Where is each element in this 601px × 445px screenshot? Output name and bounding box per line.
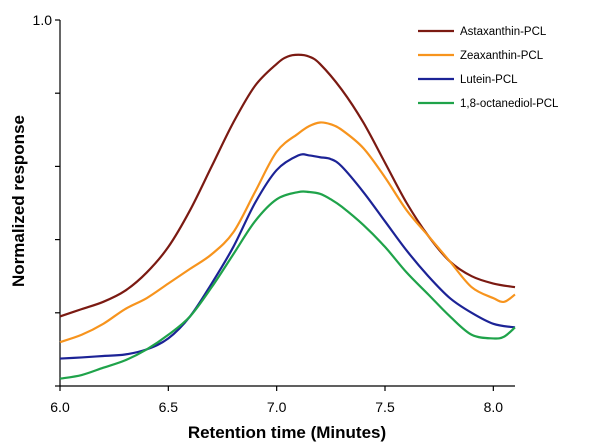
x-tick-label: 8.0 [484,399,504,415]
legend-label: Astaxanthin-PCL [460,26,547,38]
x-tick-label: 6.5 [159,399,179,415]
series-layer [59,53,516,380]
legend: Astaxanthin-PCL Zeaxanthin-PCL Lutein-PCL 1… [418,26,559,110]
legend-label: 1,8-octanediol-PCL [460,98,559,110]
y-tick-label: 1.0 [33,12,53,28]
legend-label: Lutein-PCL [460,74,518,86]
y-axis-title: Normalized response [9,115,28,287]
x-tick-label: 6.0 [50,399,70,415]
legend-label: Zeaxanthin-PCL [460,50,544,62]
axes: 6.0 6.5 7.0 7.5 8.0 1.0 [33,12,515,415]
series-line-3 [59,190,516,380]
x-tick-label: 7.5 [375,399,395,415]
x-axis-title: Retention time (Minutes) [188,423,386,442]
series-line-1 [59,121,516,344]
series-line-0 [59,53,516,318]
x-tick-label: 7.0 [267,399,287,415]
